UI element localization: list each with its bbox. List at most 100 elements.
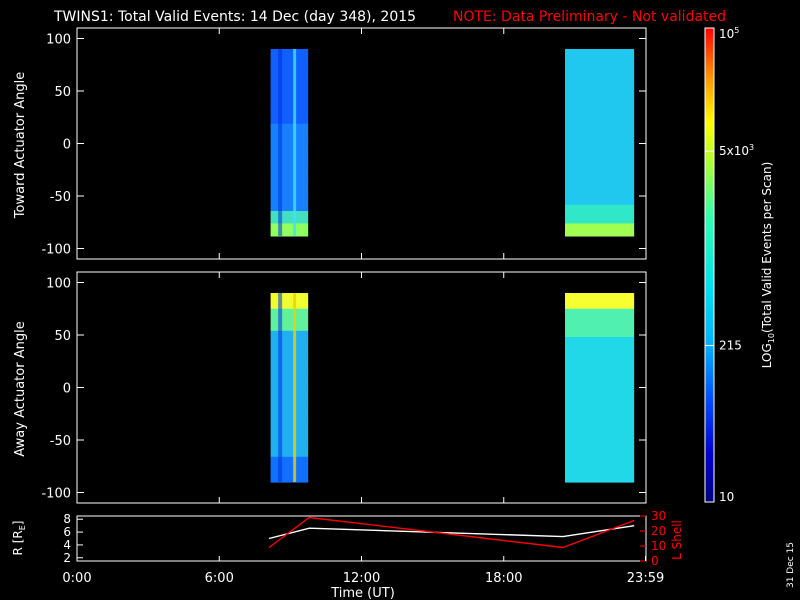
heatmap-row (564, 293, 635, 297)
heatmap-row (270, 195, 309, 200)
heatmap-row (564, 349, 635, 354)
heatmap-row (270, 346, 309, 351)
heatmap-row (564, 378, 635, 382)
heatmap-row (564, 371, 635, 376)
colorbar-tick-label: 10 (719, 490, 734, 504)
heatmap-row (270, 151, 309, 156)
heatmap-row (564, 327, 635, 332)
heatmap-row (270, 403, 309, 407)
heatmap-row (564, 302, 635, 307)
heatmap-row (270, 207, 309, 212)
heatmap-row (564, 136, 635, 140)
heatmap-row (564, 207, 635, 212)
heatmap-row (270, 201, 309, 206)
heatmap-row (564, 167, 635, 172)
r-series-line (268, 524, 635, 540)
heatmap-row (270, 58, 309, 63)
heatmap-block (270, 293, 309, 483)
heatmap-row (270, 145, 309, 150)
heatmap-row (564, 396, 635, 401)
colorbar-tick-label: 105 (719, 26, 739, 41)
heatmap-row (564, 374, 635, 379)
heatmap-row (270, 220, 309, 225)
heatmap-row (270, 362, 309, 367)
ytick-label: -50 (50, 434, 71, 449)
away-panel-frame (76, 271, 647, 504)
heatmap-row (270, 384, 309, 389)
heatmap-row (270, 217, 309, 221)
heatmap-row (270, 126, 309, 131)
heatmap-row (564, 469, 635, 474)
heatmap-row (564, 387, 635, 392)
heatmap-row (564, 223, 635, 228)
heatmap-row (564, 89, 635, 94)
heatmap-row (564, 333, 635, 338)
heatmap-row (564, 111, 635, 116)
heatmap-row (270, 425, 309, 430)
l-shell-series-line (268, 516, 635, 549)
heatmap-row (270, 296, 309, 300)
heatmap-row (270, 412, 309, 417)
heatmap-row (564, 217, 635, 221)
heatmap-row (564, 359, 635, 363)
heatmap-row (270, 406, 309, 411)
heatmap-row (270, 349, 309, 354)
heatmap-row (270, 189, 309, 193)
heatmap-row (564, 229, 635, 234)
ytick-label: -50 (50, 190, 71, 205)
heatmap-row (564, 318, 635, 322)
toward-panel-ylabel: Toward Actuator Angle (13, 72, 28, 219)
heatmap-row (564, 315, 635, 319)
heatmap-row (564, 450, 635, 455)
heatmap-row (564, 117, 635, 122)
heatmap-row (564, 120, 635, 125)
heatmap-row (270, 111, 309, 116)
heatmap-row (270, 447, 309, 452)
xtick-label: 23:59 (627, 571, 664, 586)
heatmap-row (564, 170, 635, 175)
heatmap-row (270, 114, 309, 119)
ytick-label-right: 30 (651, 509, 666, 523)
heatmap-row (270, 210, 309, 215)
heatmap-row (564, 154, 635, 159)
heatmap-row (270, 170, 309, 175)
heatmap-row (564, 296, 635, 300)
heatmap-row (564, 390, 635, 395)
heatmap-row (564, 83, 635, 87)
heatmap-row (270, 204, 309, 209)
heatmap-row (564, 139, 635, 144)
heatmap-row (564, 105, 635, 109)
heatmap-row (270, 164, 309, 168)
heatmap-row (270, 437, 309, 442)
away-panel-ylabel: Away Actuator Angle (13, 321, 28, 456)
heatmap-row (564, 179, 635, 184)
ytick-label: 0 (63, 382, 71, 397)
heatmap-row (270, 105, 309, 109)
heatmap-row (564, 142, 635, 147)
ytick-label: 2 (63, 551, 71, 565)
heatmap-row (270, 327, 309, 332)
heatmap-row (564, 73, 635, 78)
heatmap-row (564, 415, 635, 420)
heatmap-row (270, 305, 309, 310)
heatmap-row (564, 55, 635, 59)
heatmap-row (270, 139, 309, 144)
heatmap-row (270, 108, 309, 112)
heatmap-row (564, 393, 635, 398)
heatmap-row (270, 453, 309, 458)
heatmap-row (564, 368, 635, 373)
heatmap-row (564, 299, 635, 304)
heatmap-streak (293, 293, 297, 482)
heatmap-row (270, 83, 309, 87)
heatmap-row (564, 478, 635, 483)
heatmap-row (564, 210, 635, 215)
heatmap-row (564, 186, 635, 190)
colorbar: 105 5x103 215 10 LOG10(Total Valid Events p… (704, 26, 776, 504)
heatmap-row (270, 308, 309, 313)
heatmap-row (564, 195, 635, 200)
xtick-label: 6:00 (205, 571, 234, 586)
heatmap-row (270, 441, 309, 445)
heatmap-row (270, 444, 309, 448)
heatmap-row (564, 409, 635, 414)
heatmap-row (270, 396, 309, 401)
